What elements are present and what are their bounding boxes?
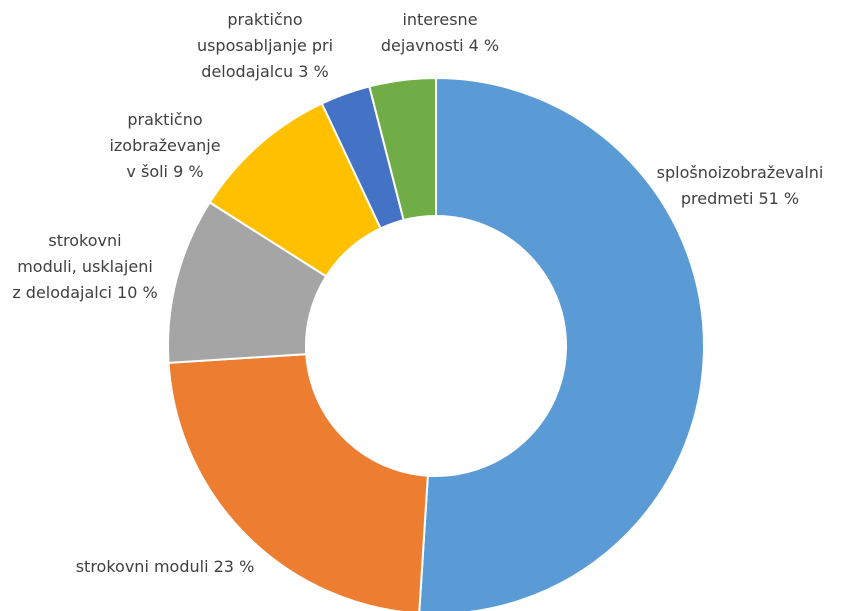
donut-slice (368, 76, 437, 222)
value-label: 23 % (213, 557, 255, 576)
category-name: splošnoizobraževalni predmeti (656, 163, 824, 208)
category-name: strokovni moduli, usklajeni z delodajalc… (12, 231, 153, 302)
value-label: 9 % (173, 162, 204, 181)
value-label: 10 % (117, 283, 158, 302)
category-name: praktično izobraževanje v šoli (109, 110, 221, 181)
slice-label: splošnoizobraževalni predmeti 51 % (657, 160, 824, 212)
slice-label: praktično usposabljanje pri delodajalcu … (197, 7, 333, 85)
category-name: interesne dejavnosti (380, 10, 478, 55)
slice-label: praktično izobraževanje v šoli 9 % (109, 107, 220, 185)
slice-label: interesne dejavnosti 4 % (381, 7, 499, 59)
value-label: 51 % (758, 189, 800, 208)
slice-label: strokovni moduli, usklajeni z delodajalc… (12, 228, 157, 306)
value-label: 3 % (298, 62, 329, 81)
value-label: 4 % (468, 36, 500, 55)
donut-slice (418, 76, 705, 611)
slice-label: strokovni moduli 23 % (76, 554, 255, 580)
donut-slice (167, 353, 429, 611)
category-name: praktično usposabljanje pri delodajalcu (196, 10, 334, 81)
category-name: strokovni moduli (75, 557, 209, 576)
